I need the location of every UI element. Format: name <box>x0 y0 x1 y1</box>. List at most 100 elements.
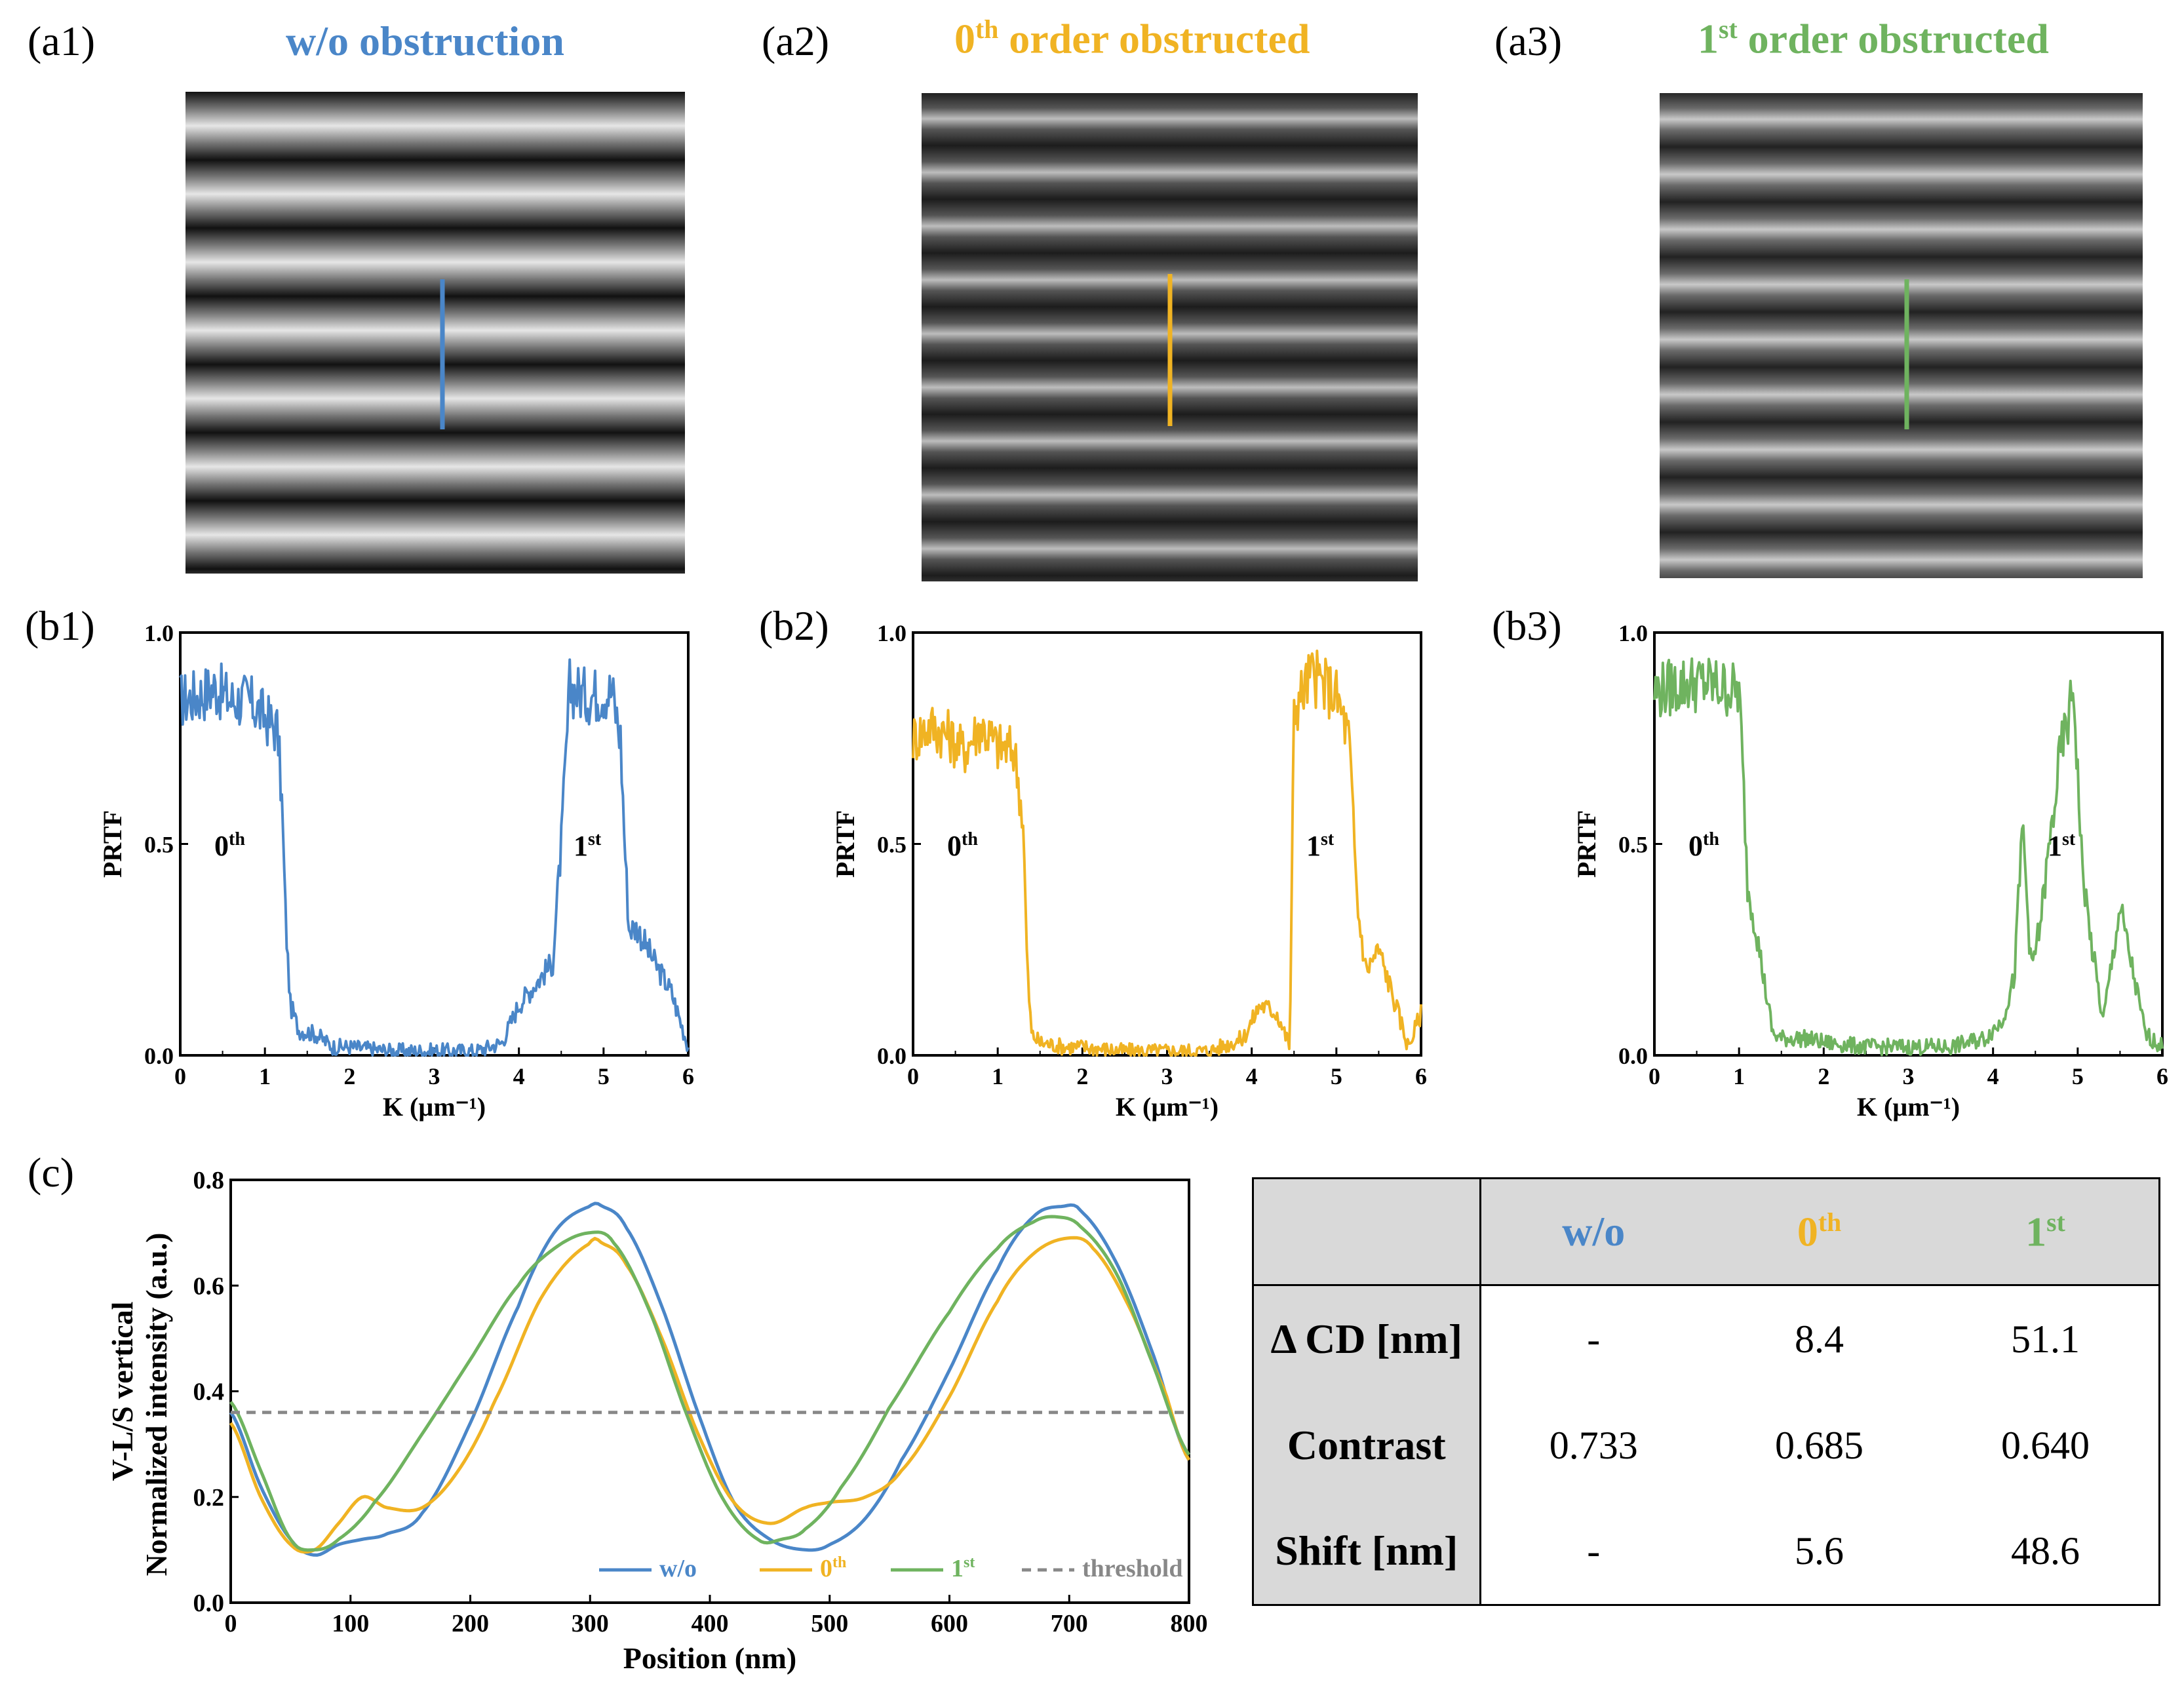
image-a1 <box>185 92 685 574</box>
table-cell: - <box>1587 1529 1601 1573</box>
image-a2 <box>922 93 1418 581</box>
table-header-wo-text: w/o <box>1562 1208 1626 1255</box>
y-tick-label: 0.5 <box>1618 832 1648 858</box>
table-header-wo: w/o <box>1480 1179 1706 1286</box>
table-cell: 0.685 <box>1775 1423 1863 1467</box>
y-axis-label-2: Normalized intensity (a.u.) <box>140 1233 173 1576</box>
table-row: Δ CD [nm] - 8.4 51.1 <box>1254 1285 2158 1393</box>
panel-title-a3: 1st order obstructed <box>1698 14 2049 63</box>
x-tick-label: 6 <box>2156 1063 2168 1089</box>
x-axis-label: Position (nm) <box>623 1641 797 1675</box>
panel-title-a3-sup: st <box>1719 15 1738 44</box>
order-annotation: 1st <box>1306 829 1335 862</box>
table-cell: 51.1 <box>2011 1317 2080 1361</box>
x-tick-label: 6 <box>1415 1063 1427 1089</box>
x-tick-label: 5 <box>1331 1063 1342 1089</box>
panel-label-a1: (a1) <box>28 18 96 64</box>
order-annotation: 0th <box>947 829 978 862</box>
y-tick-label: 0.5 <box>144 832 174 858</box>
x-tick-label: 0 <box>907 1063 919 1089</box>
table-cell: 0.640 <box>2001 1423 2090 1467</box>
table-cell: 48.6 <box>2011 1529 2080 1573</box>
x-tick-label: 4 <box>1246 1063 1258 1089</box>
table-cell: 8.4 <box>1795 1317 1844 1361</box>
panel-title-a1-text: w/o obstruction <box>286 18 564 64</box>
y-tick-label: 1.0 <box>1618 620 1648 646</box>
y-tick-label: 0.8 <box>193 1167 225 1194</box>
plot-frame <box>229 1179 1190 1604</box>
series-line <box>912 650 1422 1057</box>
table-header-1st-text: 1 <box>2025 1208 2047 1255</box>
x-tick-label: 2 <box>1076 1063 1088 1089</box>
table-cell: 5.6 <box>1795 1529 1844 1573</box>
x-tick-label: 400 <box>692 1610 729 1637</box>
x-tick-label: 6 <box>682 1063 694 1089</box>
table-header-1st: 1st <box>1932 1179 2158 1286</box>
order-annotation: 0th <box>214 829 245 862</box>
y-tick-label: 0.6 <box>193 1272 225 1300</box>
table-row: Contrast 0.733 0.685 0.640 <box>1254 1392 2158 1498</box>
x-axis-label: K (µm⁻¹) <box>1857 1092 1960 1122</box>
panel-label-b1: (b1) <box>25 602 95 649</box>
y-tick-label: 1.0 <box>877 620 907 646</box>
legend-label: 1st <box>951 1554 975 1582</box>
table-cell: 0.733 <box>1549 1423 1638 1467</box>
image-a3 <box>1660 93 2143 578</box>
table-header-0th-text: 0 <box>1797 1208 1818 1255</box>
order-annotation: 0th <box>1688 829 1719 862</box>
table-header-0th-sup: th <box>1818 1207 1842 1237</box>
x-tick-label: 0 <box>1648 1063 1660 1089</box>
series-line <box>229 1215 1191 1552</box>
x-tick-label: 3 <box>1161 1063 1173 1089</box>
table-row: Shift [nm] - 5.6 48.6 <box>1254 1498 2158 1604</box>
x-tick-label: 3 <box>1903 1063 1915 1089</box>
y-axis-label: PRTF <box>98 810 127 878</box>
table-cell: - <box>1587 1317 1601 1361</box>
table-header-0th: 0th <box>1706 1179 1932 1286</box>
x-tick-label: 2 <box>1818 1063 1829 1089</box>
table-corner <box>1254 1179 1481 1286</box>
y-axis-label: V-L/S vertical <box>106 1302 139 1481</box>
legend-label: 0th <box>820 1554 846 1582</box>
y-tick-label: 1.0 <box>144 620 174 646</box>
y-tick-label: 0.0 <box>144 1043 174 1069</box>
x-tick-label: 2 <box>343 1063 355 1089</box>
x-tick-label: 1 <box>1733 1063 1745 1089</box>
panel-title-a2-num: 0 <box>954 15 975 62</box>
plot-frame <box>912 631 1422 1057</box>
y-tick-label: 0.0 <box>193 1590 225 1617</box>
table-row-label: Δ CD [nm] <box>1254 1285 1481 1393</box>
x-tick-label: 600 <box>931 1610 968 1637</box>
x-tick-label: 3 <box>429 1063 440 1089</box>
series-line <box>179 658 690 1057</box>
x-tick-label: 800 <box>1171 1610 1208 1637</box>
panel-label-a3: (a3) <box>1494 18 1563 64</box>
x-tick-label: 5 <box>598 1063 610 1089</box>
order-annotation: 1st <box>574 829 602 862</box>
table-header-1st-sup: st <box>2046 1207 2065 1237</box>
x-tick-label: 100 <box>332 1610 369 1637</box>
panel-label-a2: (a2) <box>762 18 830 64</box>
x-axis-label: K (µm⁻¹) <box>383 1092 486 1122</box>
y-tick-label: 0.0 <box>1618 1043 1648 1069</box>
panel-title-a2-sup: th <box>975 15 999 44</box>
plot-b2: 0 1 2 3 4 5 6 0.0 0.5 1.0 K (µm⁻¹) PRTF 0th 1st <box>830 620 1427 1122</box>
legend-label: threshold <box>1082 1555 1182 1582</box>
x-tick-label: 0 <box>225 1610 237 1637</box>
x-tick-label: 1 <box>992 1063 1004 1089</box>
x-tick-label: 200 <box>452 1610 489 1637</box>
x-tick-label: 5 <box>2072 1063 2084 1089</box>
y-axis-label: PRTF <box>830 810 860 878</box>
table-row-label: Contrast <box>1254 1392 1481 1498</box>
y-tick-label: 0.0 <box>877 1043 907 1069</box>
panel-label-b2: (b2) <box>759 602 829 649</box>
legend-label: w/o <box>659 1555 697 1582</box>
x-axis-label: K (µm⁻¹) <box>1116 1092 1219 1122</box>
plot-b3: 0 1 2 3 4 5 6 0.0 0.5 1.0 K (µm⁻¹) PRTF 0th 1st <box>1572 620 2168 1122</box>
x-tick-label: 1 <box>259 1063 271 1089</box>
series-line <box>229 1236 1191 1554</box>
panel-title-a1: w/o obstruction <box>286 17 564 66</box>
plot-c: 0 100 200 300 400 500 600 700 800 0.0 0.2 0.4 0.6 0.8… <box>106 1167 1208 1675</box>
x-tick-label: 500 <box>811 1610 848 1637</box>
